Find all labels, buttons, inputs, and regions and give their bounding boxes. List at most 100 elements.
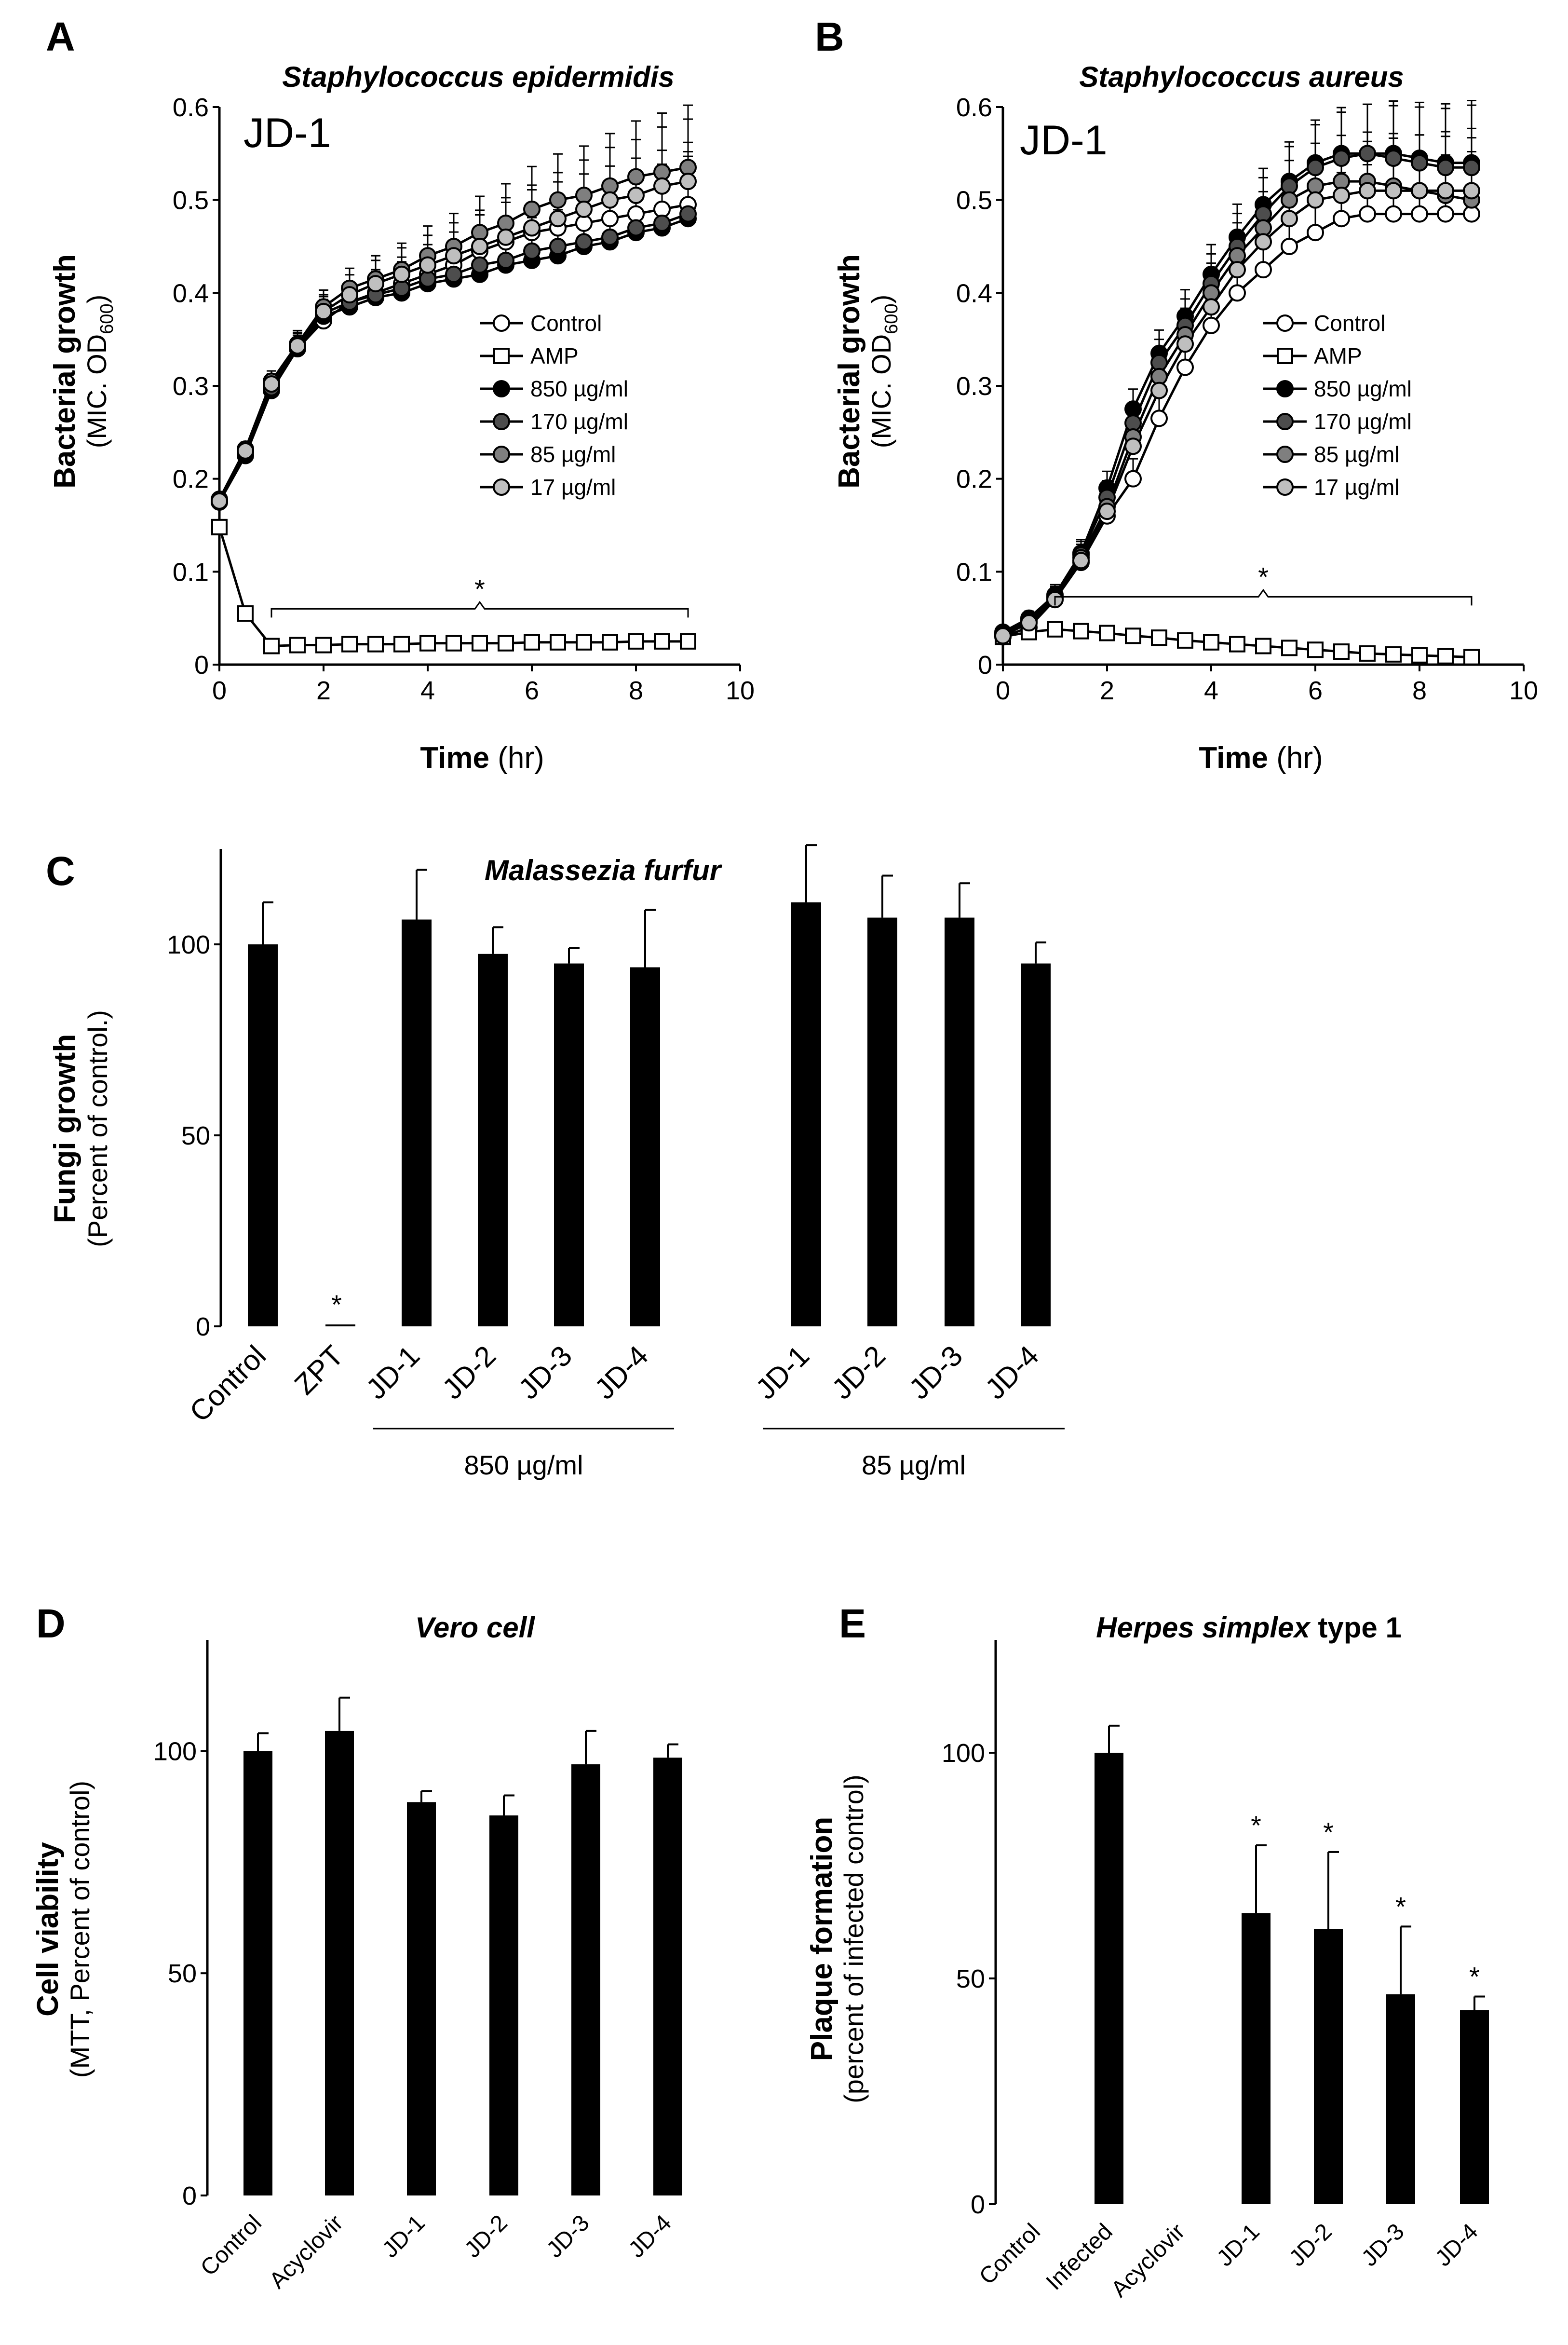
panel-a-point-square: [654, 633, 670, 650]
panel-a-point-square: [263, 638, 280, 654]
panel-c-letter: C: [46, 848, 75, 894]
panel-a-point-circle: [341, 286, 358, 304]
panel-b-point-circle: [1203, 298, 1220, 316]
panel-a-ytick-label: 0.6: [173, 93, 209, 122]
panel-e-significance-star: *: [1323, 1817, 1334, 1847]
panel-a-xtick-label: 0: [212, 676, 227, 705]
panel-b-point-square: [1333, 643, 1350, 660]
panel-a-point-circle: [237, 442, 254, 460]
panel-e-letter: E: [839, 1601, 866, 1646]
panel-a-point-circle: [367, 275, 384, 293]
panel-c-category-label: JD-1: [360, 1339, 426, 1405]
panel-e-category-label: JD-2: [1284, 2219, 1337, 2271]
panel-a-xtick-label: 2: [316, 676, 331, 705]
panel-a-legend-marker: [493, 314, 510, 332]
panel-a-legend-label: AMP: [530, 343, 579, 368]
panel-a-significance-bracket: [270, 600, 689, 618]
panel-b-xlabel: Time (hr): [1199, 741, 1323, 775]
panel-a-point-square: [680, 633, 696, 650]
panel-a-point-circle: [627, 187, 645, 205]
panel-d-letter: D: [36, 1601, 66, 1646]
panel-a-point-circle: [679, 205, 697, 223]
panel-b-point-square: [1437, 648, 1454, 665]
panel-a-point-square: [289, 637, 306, 654]
panel-e-ylabel-sub: (percent of infected control): [838, 1774, 869, 2103]
panel-a-legend-label: 17 µg/ml: [530, 475, 616, 500]
panel-e-significance-star: *: [1251, 1810, 1261, 1841]
panel-d-category-label: JD-2: [460, 2210, 513, 2263]
panel-b-point-square: [1177, 632, 1193, 649]
panel-e-bar: [1314, 1929, 1343, 2204]
panel-a-legend-marker: [493, 446, 510, 463]
panel-b-point-circle: [1307, 224, 1324, 242]
panel-c-bar: [945, 917, 974, 1326]
panel-a-point-circle: [679, 173, 697, 191]
panel-e-bar: [1095, 1753, 1123, 2204]
panel-c-category-label: JD-3: [903, 1339, 969, 1405]
panel-b-legend-marker: [1276, 413, 1294, 430]
panel-b-point-circle: [1281, 191, 1298, 209]
panel-d-category-label: JD-4: [624, 2210, 676, 2263]
panel-a-series-line: [218, 527, 688, 648]
panel-a-point-square: [341, 636, 358, 653]
panel-e-ytick-label: 0: [971, 2190, 985, 2219]
panel-e-category-label: Control: [974, 2219, 1045, 2290]
panel-a-ytick-label: 0.2: [173, 465, 209, 494]
panel-b-point-circle: [1463, 159, 1480, 177]
panel-b-point-circle: [1229, 284, 1246, 302]
panel-a-point-circle: [601, 191, 619, 209]
panel-b-point-circle: [1124, 470, 1142, 488]
panel-c-bar: [248, 944, 278, 1326]
panel-a-point-square: [315, 637, 332, 654]
panel-b-point-circle: [1385, 149, 1402, 167]
panel-b-xtick-label: 10: [1509, 676, 1538, 705]
panel-c-category-label: Control: [183, 1339, 272, 1428]
panel-b-ylabel-sub: (MIC. OD600): [866, 295, 902, 448]
panel-a-point-circle: [523, 219, 541, 237]
panel-b-point-circle: [994, 627, 1012, 645]
panel-a-point-square: [446, 635, 462, 652]
panel-a-point-square: [367, 636, 384, 653]
panel-b-legend-marker: [1276, 314, 1294, 332]
panel-a-point-square: [602, 634, 618, 651]
panel-e-ylabel: Plaque formation: [805, 1817, 838, 2061]
panel-a-point-circle: [653, 177, 671, 195]
panel-b-point-circle: [1124, 437, 1142, 455]
panel-b-point-circle: [1098, 503, 1116, 520]
panel-e-bar: [1460, 2010, 1489, 2204]
panel-c-bar: [1021, 963, 1051, 1326]
panel-a-point-circle: [549, 191, 567, 209]
panel-c-category-label: ZPT: [288, 1339, 350, 1401]
panel-c-category-label: JD-3: [512, 1339, 578, 1405]
panel-b-ylabel: Bacterial growth: [833, 254, 866, 489]
panel-d-bar: [407, 1802, 436, 2195]
panel-b-point-circle: [1333, 210, 1350, 228]
panel-a-ytick-label: 0.5: [173, 186, 209, 215]
panel-a-point-circle: [549, 210, 567, 228]
panel-b-legend-marker: [1276, 446, 1294, 463]
panel-a-xtick-label: 8: [629, 676, 643, 705]
panel-a-point-circle: [445, 265, 462, 283]
panel-b-point-square: [1073, 623, 1089, 640]
panel-b-point-circle: [1281, 210, 1298, 228]
panel-c-category-label: JD-2: [825, 1339, 892, 1405]
panel-b-legend-label: 85 µg/ml: [1314, 442, 1399, 467]
panel-b-point-square: [1281, 640, 1298, 656]
panel-a-point-circle: [419, 256, 436, 274]
panel-a-ytick-label: 0.3: [173, 372, 209, 401]
panel-c-category-label: JD-2: [436, 1339, 502, 1405]
panel-a-point-square: [419, 635, 436, 652]
panel-c-category-label: JD-4: [588, 1339, 654, 1405]
panel-b-point-circle: [1437, 205, 1454, 223]
panel-a-legend-marker: [493, 380, 510, 397]
panel-b-legend-label: 850 µg/ml: [1314, 376, 1412, 401]
panel-b-point-circle: [1359, 205, 1376, 223]
panel-c-bar: [402, 919, 432, 1326]
panel-c-bar: [867, 917, 897, 1326]
panel-b-legend-marker: [1276, 380, 1294, 397]
panel-b-letter: B: [815, 14, 844, 59]
panel-a-xlabel: Time (hr): [420, 741, 544, 775]
panel-d-ytick-label: 0: [182, 2181, 197, 2210]
